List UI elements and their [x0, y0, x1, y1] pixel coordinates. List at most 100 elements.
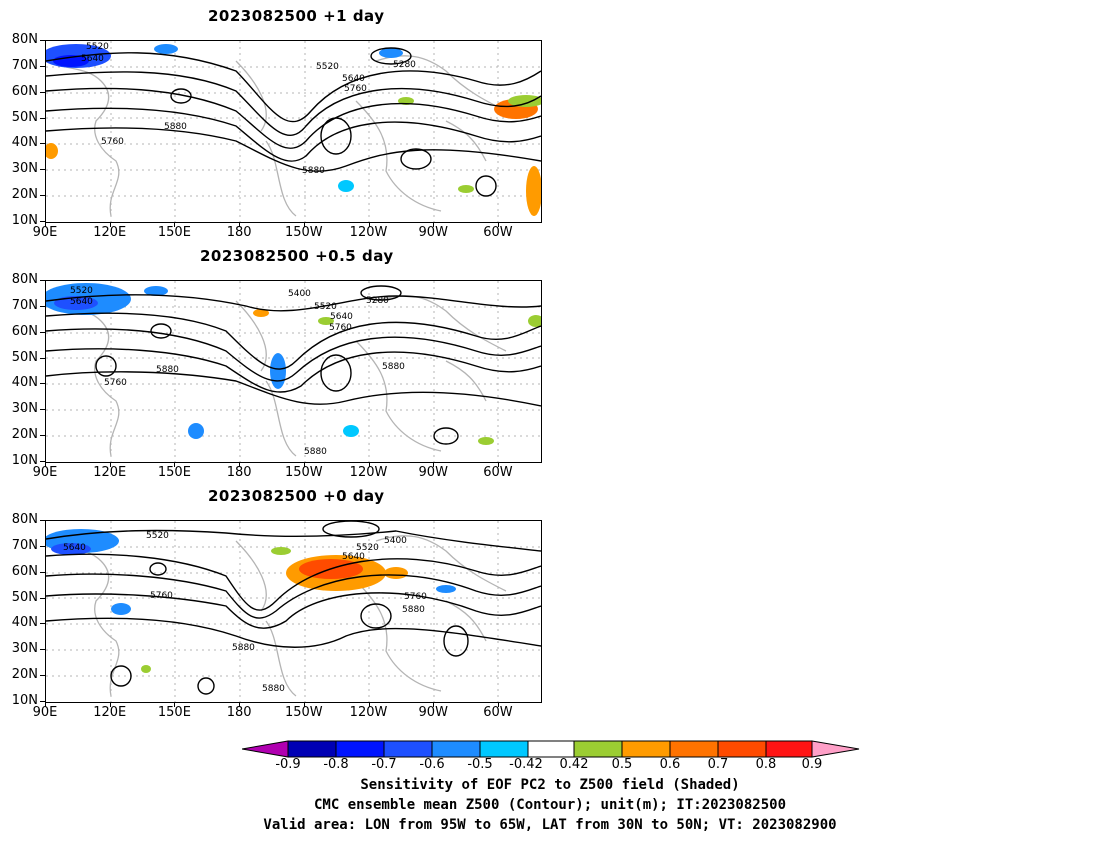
latitude-tick [40, 331, 45, 333]
longitude-label: 90W [418, 465, 448, 480]
longitude-tick [368, 222, 370, 227]
latitude-label: 20N [11, 667, 38, 683]
longitude-label: 120W [349, 705, 388, 720]
longitude-tick [368, 702, 370, 707]
latitude-tick [40, 520, 45, 521]
colorbar-swatch [479, 740, 529, 758]
latitude-label: 60N [11, 563, 38, 579]
longitude-label: 150E [157, 705, 191, 720]
longitude-label: 180 [226, 705, 252, 720]
colorbar-swatch [765, 740, 813, 758]
latitude-label: 70N [11, 57, 38, 73]
longitude-tick [174, 462, 176, 467]
longitude-tick [497, 222, 499, 227]
contour-label: 5640 [63, 543, 86, 553]
longitude-label: 60W [483, 465, 513, 480]
longitude-label: 150W [284, 225, 323, 240]
colorbar-label: -0.6 [419, 757, 445, 772]
contour-label: 5760 [329, 323, 352, 333]
longitude-tick [497, 462, 499, 467]
sensitivity-shading [46, 44, 541, 216]
latitude-tick [40, 221, 45, 222]
colorbar-label: 0.7 [707, 757, 729, 772]
longitude-tick [239, 222, 241, 227]
panel-1-map: 5520 5640 5520 5640 5760 5280 5880 5760 … [45, 40, 542, 223]
latitude-tick [40, 305, 45, 307]
longitude-label: 150E [157, 225, 191, 240]
colorbar-swatch [431, 740, 481, 758]
coastlines [50, 55, 507, 217]
longitude-tick [433, 702, 435, 707]
longitude-tick [45, 462, 46, 467]
colorbar-label: -0.42 [509, 757, 543, 772]
contour-label: 5880 [302, 166, 325, 176]
longitude-label: 120E [93, 225, 127, 240]
contour-label: 5520 [356, 543, 379, 553]
latitude-label: 40N [11, 375, 38, 391]
longitude-tick [239, 702, 241, 707]
longitude-label: 120E [93, 465, 127, 480]
contour-label: 5880 [304, 447, 327, 457]
coastlines [50, 535, 507, 697]
colorbar-swatch [621, 740, 671, 758]
longitude-label: 90W [418, 705, 448, 720]
longitude-label: 90E [32, 705, 58, 720]
latitude-tick [40, 409, 45, 411]
colorbar [242, 740, 860, 758]
caption-line-1: Sensitivity of EOF PC2 to Z500 field (Sh… [360, 777, 740, 793]
latitude-label: 10N [11, 453, 38, 468]
contour-label: 5760 [150, 591, 173, 601]
contour-label: 5640 [70, 297, 93, 307]
panel-2-title: 2023082500 +0.5 day [200, 247, 394, 265]
longitude-label: 90E [32, 465, 58, 480]
latitude-tick [40, 649, 45, 651]
contour-labels: 5520 5640 5520 5640 5760 5280 5880 5760 … [81, 42, 416, 176]
gridlines [46, 281, 541, 462]
contour-label: 5520 [70, 286, 93, 296]
latitude-label: 70N [11, 297, 38, 313]
latitude-label: 30N [11, 641, 38, 657]
contour-label: 5400 [288, 289, 311, 299]
contour-label: 5760 [404, 592, 427, 602]
latitude-label: 30N [11, 401, 38, 417]
colorbar-swatch [287, 740, 337, 758]
colorbar-label: 0.5 [611, 757, 633, 772]
panel-1-title: 2023082500 +1 day [208, 7, 385, 25]
latitude-tick [40, 623, 45, 625]
contour-label: 5880 [232, 643, 255, 653]
contour-label: 5520 [146, 531, 169, 541]
longitude-label: 120W [349, 225, 388, 240]
latitude-tick [40, 91, 45, 93]
contour-label: 5280 [393, 60, 416, 70]
latitude-tick [40, 40, 45, 41]
latitude-tick [40, 597, 45, 599]
contour-label: 5880 [262, 684, 285, 694]
latitude-label: 50N [11, 109, 38, 125]
caption-line-2: CMC ensemble mean Z500 (Contour); unit(m… [313, 797, 786, 813]
latitude-label: 30N [11, 161, 38, 177]
gridlines [46, 41, 541, 222]
latitude-tick [40, 169, 45, 171]
contour-label: 5520 [314, 302, 337, 312]
longitude-label: 120E [93, 705, 127, 720]
latitude-label: 20N [11, 187, 38, 203]
longitude-tick [368, 462, 370, 467]
longitude-label: 60W [483, 225, 513, 240]
colorbar-label: 0.9 [801, 757, 823, 772]
longitude-label: 150W [284, 705, 323, 720]
contour-labels: 5520 5640 5400 5520 5280 5640 5760 5880 … [70, 286, 405, 457]
latitude-tick [40, 571, 45, 573]
latitude-label: 10N [11, 213, 38, 228]
colorbar-label: -0.9 [275, 757, 301, 772]
longitude-tick [239, 462, 241, 467]
contour-label: 5760 [104, 378, 127, 388]
latitude-label: 10N [11, 693, 38, 708]
colorbar-label: -0.8 [323, 757, 349, 772]
latitude-label: 60N [11, 323, 38, 339]
latitude-label: 50N [11, 589, 38, 605]
colorbar-swatch [383, 740, 433, 758]
latitude-tick [40, 435, 45, 437]
colorbar-swatch [335, 740, 385, 758]
latitude-label: 80N [11, 32, 38, 47]
latitude-label: 50N [11, 349, 38, 365]
